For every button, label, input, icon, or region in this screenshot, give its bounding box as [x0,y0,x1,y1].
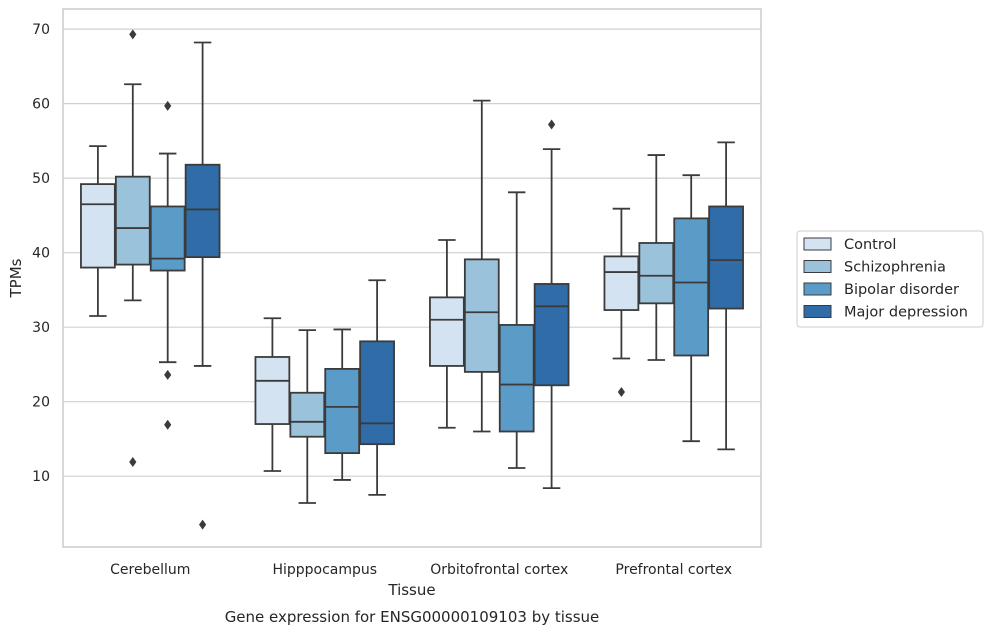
y-tick-label-30: 30 [32,320,50,336]
legend-swatch-2 [803,260,832,273]
y-axis-label: TPMs [7,258,25,298]
iqr-box [254,356,291,425]
chart-caption: Gene expression for ENSG00000109103 by t… [225,608,600,626]
plot-area-frame [62,8,762,548]
box-2-1 [254,317,291,472]
y-tick-label-70: 70 [32,22,50,38]
legend: Control Schizophrenia Bipolar disorder Majo… [796,230,984,328]
iqr-box [533,283,570,387]
box-4-2 [638,154,675,361]
iqr-box [114,175,151,266]
box-2-4 [359,279,395,496]
box-1-3 [149,100,186,430]
iqr-box [638,242,675,305]
iqr-box [673,217,710,357]
y-tick-label-40: 40 [32,246,50,262]
iqr-box [463,258,500,373]
box-4-3 [673,174,710,443]
iqr-box [708,205,744,310]
box-1-2 [114,29,151,468]
box-3-3 [498,191,535,469]
box-3-2 [463,99,500,433]
outlier-point [164,369,172,380]
outlier-point [164,419,172,430]
legend-label-3: Bipolar disorder [844,282,959,298]
x-tick-label-1: Cerebellum [110,562,190,578]
x-axis-label: Tissue [387,581,435,599]
iqr-box [149,205,186,272]
box-1-1 [80,145,116,317]
iqr-box [184,163,221,259]
legend-swatch-4 [803,305,832,318]
iqr-box [429,296,465,367]
x-tick-label-2: Hipppocampus [272,562,377,578]
iqr-box [603,255,640,311]
x-tick-label-4: Prefrontal cortex [615,562,732,578]
iqr-box [324,368,361,455]
legend-label-4: Major depression [844,305,968,321]
box-1-4 [184,41,221,530]
y-tick-label-10: 10 [32,469,50,485]
legend-swatch-1 [803,237,832,251]
legend-label-1: Control [844,237,896,253]
box-3-4 [533,119,570,490]
legend-frame [796,230,984,328]
box-groups [80,29,744,530]
outlier-point [164,100,172,111]
box-3-1 [429,239,465,429]
outlier-point [199,519,207,530]
legend-label-2: Schizophrenia [844,260,946,276]
y-tick-label-60: 60 [32,97,50,113]
y-tick-labels: 10 20 30 40 50 60 70 [32,22,50,485]
x-tick-label-3: Orbitofrontal cortex [430,562,568,578]
outlier-point [129,457,137,468]
box-4-4 [708,141,744,451]
y-tick-label-50: 50 [32,171,50,187]
outlier-point [617,387,625,398]
iqr-box [359,340,395,446]
box-4-1 [603,207,640,398]
box-2-3 [324,328,361,481]
outlier-point [548,119,556,130]
y-tick-label-20: 20 [32,395,50,411]
outlier-point [129,29,137,40]
iqr-box [498,324,535,433]
legend-swatch-3 [803,282,832,296]
box-2-2 [289,329,326,504]
iqr-box [289,391,326,438]
x-tick-labels: Cerebellum Hipppocampus Orbitofrontal cort… [110,562,732,578]
iqr-box [80,183,116,269]
